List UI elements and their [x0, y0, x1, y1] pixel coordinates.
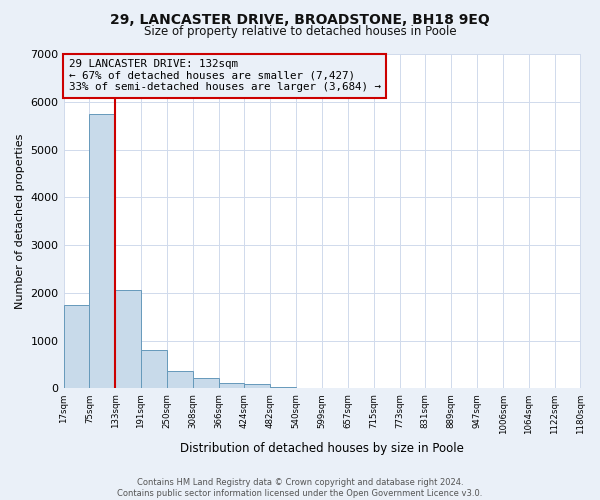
Bar	[244, 384, 270, 388]
Bar	[167, 371, 193, 388]
Bar	[141, 350, 167, 389]
Bar	[270, 387, 296, 388]
Text: 29 LANCASTER DRIVE: 132sqm
← 67% of detached houses are smaller (7,427)
33% of s: 29 LANCASTER DRIVE: 132sqm ← 67% of deta…	[69, 59, 381, 92]
Bar	[64, 305, 89, 388]
Text: Contains HM Land Registry data © Crown copyright and database right 2024.
Contai: Contains HM Land Registry data © Crown c…	[118, 478, 482, 498]
Text: 29, LANCASTER DRIVE, BROADSTONE, BH18 9EQ: 29, LANCASTER DRIVE, BROADSTONE, BH18 9E…	[110, 12, 490, 26]
Y-axis label: Number of detached properties: Number of detached properties	[15, 134, 25, 309]
Bar	[193, 378, 218, 388]
Bar	[218, 383, 244, 388]
Bar	[89, 114, 115, 388]
X-axis label: Distribution of detached houses by size in Poole: Distribution of detached houses by size …	[180, 442, 464, 455]
Bar	[115, 290, 141, 388]
Text: Size of property relative to detached houses in Poole: Size of property relative to detached ho…	[143, 25, 457, 38]
